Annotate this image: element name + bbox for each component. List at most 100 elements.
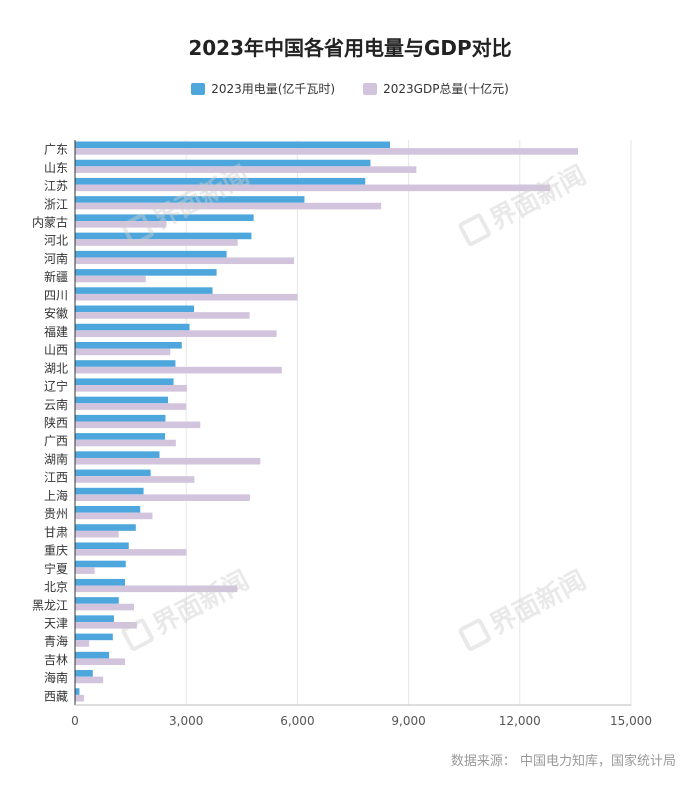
y-category-label: 安徽 xyxy=(44,306,68,321)
bar-electricity xyxy=(75,688,80,695)
bar-electricity xyxy=(75,542,129,550)
bar-electricity xyxy=(75,433,166,440)
y-category-label: 湖南 xyxy=(44,451,68,466)
bar-electricity xyxy=(75,378,174,386)
bar-electricity xyxy=(75,269,217,276)
y-category-label: 新疆 xyxy=(44,269,68,284)
bar-electricity xyxy=(75,414,166,422)
bar-gdp xyxy=(75,439,176,447)
bar-electricity xyxy=(75,250,227,258)
x-tick-label: 9,000 xyxy=(391,714,425,728)
bar-gdp xyxy=(75,312,250,319)
y-category-label: 浙江 xyxy=(44,197,68,211)
bar-gdp xyxy=(75,257,295,265)
bar-electricity xyxy=(75,451,160,458)
x-tick-label: 6,000 xyxy=(280,714,314,728)
bar-electricity xyxy=(75,305,194,313)
y-category-label: 西藏 xyxy=(44,689,68,703)
bar-electricity xyxy=(75,597,119,604)
bar-electricity xyxy=(75,360,176,367)
y-category-label: 广西 xyxy=(44,434,68,448)
y-category-label: 江西 xyxy=(44,471,68,485)
y-category-label: 云南 xyxy=(44,397,68,412)
chart-title: 2023年中国各省用电量与GDP对比 xyxy=(188,36,512,60)
legend-swatch-gdp xyxy=(363,82,378,95)
bar-gdp xyxy=(75,494,250,501)
bar-electricity xyxy=(75,651,110,659)
bar-electricity xyxy=(75,487,144,495)
bar-gdp xyxy=(75,585,238,593)
bar-electricity xyxy=(75,469,151,477)
bar-electricity xyxy=(75,506,141,513)
bar-gdp xyxy=(75,530,119,538)
bar-electricity xyxy=(75,341,182,349)
legend-item-electricity: 2023用电量(亿千瓦时) xyxy=(191,80,335,97)
bar-gdp xyxy=(75,512,153,520)
y-category-label: 江苏 xyxy=(44,179,68,193)
y-category-label: 河南 xyxy=(44,251,68,266)
bar-gdp xyxy=(75,366,282,374)
x-tick-label: 12,000 xyxy=(499,714,541,728)
y-category-label: 黑龙江 xyxy=(32,598,68,612)
legend-item-gdp: 2023GDP总量(十亿元) xyxy=(363,80,509,97)
bar-gdp xyxy=(75,549,187,556)
bar-gdp xyxy=(75,148,578,155)
legend-label-electricity: 2023用电量(亿千瓦时) xyxy=(211,82,336,96)
y-category-label: 上海 xyxy=(44,488,68,503)
y-category-label: 重庆 xyxy=(44,544,68,558)
legend-label-gdp: 2023GDP总量(十亿元) xyxy=(383,82,509,96)
chart-legend: 2023用电量(亿千瓦时) 2023GDP总量(十亿元) xyxy=(0,80,700,97)
bar-electricity xyxy=(75,287,213,294)
y-category-label: 山西 xyxy=(44,343,68,357)
y-category-label: 吉林 xyxy=(44,653,68,667)
bar-gdp xyxy=(75,476,195,483)
bar-electricity xyxy=(75,670,93,677)
y-category-label: 河北 xyxy=(44,234,68,248)
bar-gdp xyxy=(75,184,551,192)
bar-gdp xyxy=(75,348,171,356)
bar-gdp xyxy=(75,275,146,283)
x-tick-label: 3,000 xyxy=(169,714,203,728)
bar-electricity xyxy=(75,615,114,622)
bar-gdp xyxy=(75,166,417,173)
legend-swatch-electricity xyxy=(191,82,206,95)
bar-gdp xyxy=(75,457,261,465)
bar-gdp xyxy=(75,330,277,337)
bar-gdp xyxy=(75,658,126,666)
bar-gdp xyxy=(75,239,238,246)
y-category-label: 陕西 xyxy=(44,415,68,430)
bar-electricity xyxy=(75,159,371,167)
bar-electricity xyxy=(75,323,190,331)
bar-electricity xyxy=(75,560,126,568)
bar-electricity xyxy=(75,232,252,240)
y-category-label: 北京 xyxy=(44,580,68,594)
y-category-label: 四川 xyxy=(44,288,68,302)
bar-gdp xyxy=(75,603,134,611)
bar-electricity xyxy=(75,578,126,586)
y-category-label: 辽宁 xyxy=(44,379,68,394)
y-category-label: 贵州 xyxy=(44,507,68,521)
y-category-label: 湖北 xyxy=(44,360,68,375)
bar-electricity xyxy=(75,633,113,641)
y-category-label: 广东 xyxy=(44,143,68,157)
bar-gdp xyxy=(75,403,187,410)
bar-gdp xyxy=(75,385,187,392)
bar-gdp xyxy=(75,567,95,574)
x-tick-label: 15,000 xyxy=(610,714,652,728)
bar-electricity xyxy=(75,214,254,222)
y-category-label: 海南 xyxy=(44,670,68,685)
y-category-label: 山东 xyxy=(44,161,68,175)
bar-gdp xyxy=(75,202,382,210)
bar-electricity xyxy=(75,177,366,185)
bar-electricity xyxy=(75,196,305,203)
y-category-label: 甘肃 xyxy=(44,525,68,539)
y-category-label: 福建 xyxy=(44,324,68,339)
bar-electricity xyxy=(75,396,169,404)
bar-gdp xyxy=(75,221,167,228)
bar-gdp xyxy=(75,621,137,629)
y-category-label: 宁夏 xyxy=(44,561,68,576)
bar-gdp xyxy=(75,676,104,684)
y-category-label: 青海 xyxy=(44,634,68,649)
y-category-label: 天津 xyxy=(44,616,68,630)
bar-electricity xyxy=(75,524,136,531)
